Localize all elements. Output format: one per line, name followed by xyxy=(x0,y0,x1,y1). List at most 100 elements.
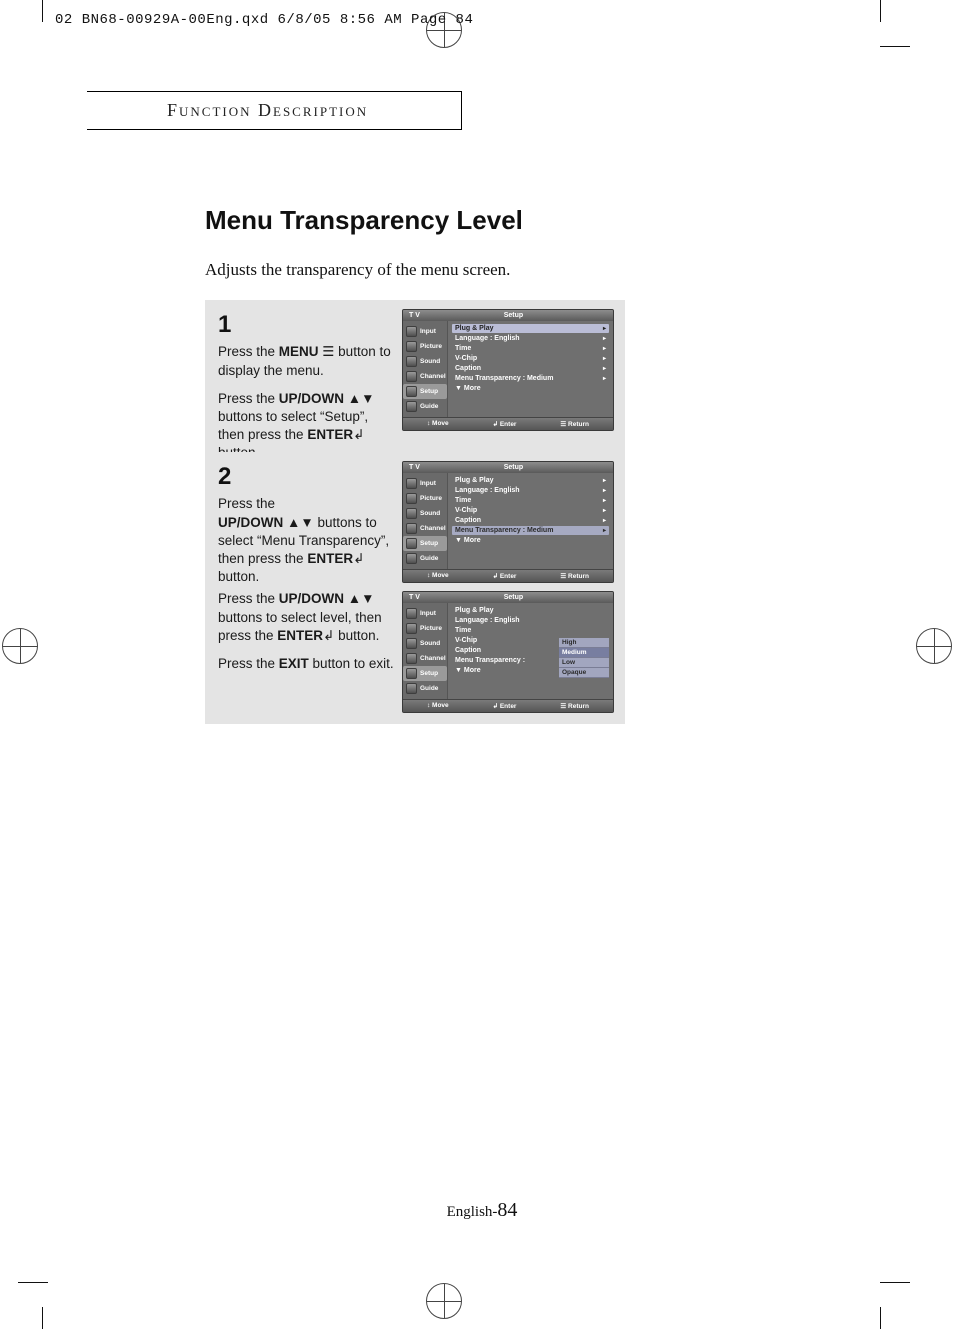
sidebar-item-label: Guide xyxy=(420,555,438,562)
transparency-popup: High Medium Low Opaque xyxy=(559,638,609,678)
text-bold: ENTER xyxy=(307,427,353,442)
sidebar-item-setup: Setup xyxy=(403,384,447,399)
popup-option-opaque: Opaque xyxy=(559,668,609,678)
text: Press the xyxy=(218,391,279,406)
picture-icon xyxy=(406,623,417,634)
text: button to exit. xyxy=(309,656,394,671)
crop-mark xyxy=(880,46,910,47)
channel-icon xyxy=(406,371,417,382)
footer-return: ☰ Return xyxy=(560,702,589,710)
channel-icon xyxy=(406,653,417,664)
row-label: Language xyxy=(455,487,488,494)
chevron-right-icon: ▸ xyxy=(603,497,606,504)
updown-icon: ▲▼ xyxy=(348,391,375,406)
row-language: Language : English▸ xyxy=(452,486,609,495)
text: Press the xyxy=(218,591,279,606)
crop-mark xyxy=(880,1307,881,1329)
text: button. xyxy=(218,569,259,584)
text-bold: ENTER xyxy=(277,628,323,643)
guide-icon xyxy=(406,401,417,412)
chevron-right-icon: ▸ xyxy=(603,527,606,534)
section-heading-box: Function Description xyxy=(87,91,462,130)
row-value: : Medium xyxy=(523,527,554,534)
chevron-right-icon: ▸ xyxy=(603,325,606,332)
row-label: Plug & Play xyxy=(455,325,494,332)
tv-footer: ↕ Move ↲ Enter ☰ Return xyxy=(403,417,613,430)
row-label: Caption xyxy=(455,365,481,372)
row-vchip: V-Chip▸ xyxy=(452,354,609,363)
row-language: Language : English▸ xyxy=(452,334,609,343)
step-2-number: 2 xyxy=(218,461,396,493)
row-caption: Caption ▸ xyxy=(452,516,609,525)
tv-label: T V xyxy=(409,464,420,471)
updown-icon: ▲▼ xyxy=(348,591,375,606)
row-plug-and-play: Plug & Play xyxy=(452,606,609,615)
page-title: Menu Transparency Level xyxy=(205,205,523,236)
registration-mark-right xyxy=(916,628,952,664)
chevron-right-icon: ▸ xyxy=(603,335,606,342)
sidebar-item-label: Channel xyxy=(420,525,446,532)
guide-icon xyxy=(406,553,417,564)
sidebar-item-guide: Guide xyxy=(403,399,447,414)
row-label: ▼ More xyxy=(455,667,481,674)
sidebar-item-label: Input xyxy=(420,328,436,335)
picture-icon xyxy=(406,493,417,504)
row-label: Plug & Play xyxy=(455,477,494,484)
sidebar-item-input: Input xyxy=(403,476,447,491)
print-header: 02 BN68-00929A-00Eng.qxd 6/8/05 8:56 AM … xyxy=(55,12,473,28)
footer-language: English- xyxy=(447,1204,498,1220)
sidebar-item-input: Input xyxy=(403,324,447,339)
sidebar-item-sound: Sound xyxy=(403,354,447,369)
setup-label: Setup xyxy=(504,464,523,471)
text-bold: ENTER xyxy=(307,551,353,566)
row-more: ▼ More xyxy=(452,384,609,393)
chevron-right-icon: ▸ xyxy=(603,375,606,382)
setup-icon xyxy=(406,386,417,397)
row-label: Menu Transparency xyxy=(455,527,521,534)
footer-move: ↕ Move xyxy=(427,702,449,710)
tv-menu-setup-3: T V Setup Input Picture Sound Channel Se… xyxy=(402,591,614,713)
footer-enter: ↲ Enter xyxy=(493,702,517,710)
step-2-text: 2 Press the UP/DOWN ▲▼ buttons to select… xyxy=(218,461,396,713)
sidebar-item-label: Channel xyxy=(420,655,446,662)
row-time: Time▸ xyxy=(452,496,609,505)
step-1-para-1: Press the MENU ☰ button to display the m… xyxy=(218,343,396,379)
sidebar-item-picture: Picture xyxy=(403,491,447,506)
crop-mark xyxy=(18,1282,48,1283)
sidebar-item-picture: Picture xyxy=(403,339,447,354)
sidebar-item-label: Picture xyxy=(420,625,442,632)
row-menu-transparency: Menu Transparency : Medium▸ xyxy=(452,374,609,383)
page-number: 84 xyxy=(497,1199,517,1221)
sidebar-item-label: Setup xyxy=(420,540,438,547)
crop-mark xyxy=(880,1282,910,1283)
tv-footer: ↕ Move ↲ Enter ☰ Return xyxy=(403,699,613,712)
sidebar-item-channel: Channel xyxy=(403,521,447,536)
page-frame: Function Description Menu Transparency L… xyxy=(87,60,877,1250)
crop-mark xyxy=(880,0,881,22)
sidebar-item-label: Picture xyxy=(420,343,442,350)
row-plug-and-play: Plug & Play ▸ xyxy=(452,324,609,333)
row-vchip: V-Chip▸ xyxy=(452,506,609,515)
sidebar-item-sound: Sound xyxy=(403,636,447,651)
row-label: V-Chip xyxy=(455,355,477,362)
section-label: Function Description xyxy=(167,100,368,120)
tv-footer: ↕ Move ↲ Enter ☰ Return xyxy=(403,569,613,582)
row-label: Time xyxy=(455,345,471,352)
sidebar-item-label: Sound xyxy=(420,510,440,517)
sidebar-item-label: Sound xyxy=(420,358,440,365)
registration-mark-bottom xyxy=(426,1283,462,1319)
text-bold: UP/DOWN xyxy=(218,515,283,530)
chevron-right-icon: ▸ xyxy=(603,517,606,524)
step-1-text: 1 Press the MENU ☰ button to display the… xyxy=(218,309,396,473)
row-label: Caption xyxy=(455,517,481,524)
row-caption: Caption▸ xyxy=(452,364,609,373)
text: Press the xyxy=(218,656,279,671)
text-bold: EXIT xyxy=(279,656,309,671)
setup-icon xyxy=(406,668,417,679)
input-icon xyxy=(406,478,417,489)
sidebar-item-channel: Channel xyxy=(403,369,447,384)
row-label: Language xyxy=(455,335,488,342)
tv-main: Plug & Play ▸ Language : English▸ Time ▸ V… xyxy=(448,321,613,417)
setup-icon xyxy=(406,538,417,549)
sidebar-item-guide: Guide xyxy=(403,681,447,696)
